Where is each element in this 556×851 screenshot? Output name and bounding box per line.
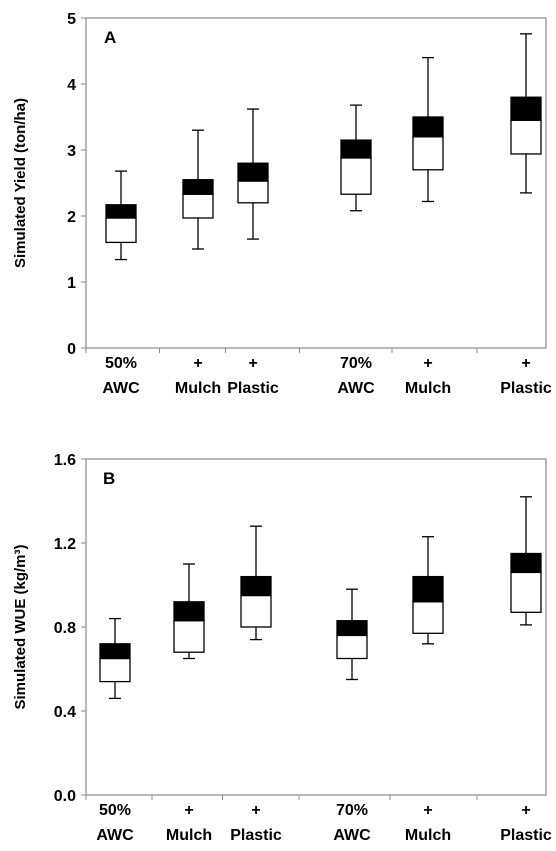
- category-label-line1: 70%: [336, 802, 368, 819]
- lower-box: [240, 594, 272, 628]
- upper-box: [240, 575, 272, 597]
- upper-box: [182, 179, 214, 195]
- category-label-line1: +: [521, 802, 530, 819]
- box-5: [412, 536, 444, 645]
- category-label-line1: +: [521, 355, 530, 372]
- box-1: [99, 617, 131, 700]
- box-5: [412, 56, 444, 203]
- y-tick-label: 1.2: [54, 536, 76, 553]
- category-label-line2: Mulch: [166, 827, 212, 844]
- y-tick-label: 0.0: [54, 788, 76, 805]
- y-tick-label: 1.6: [54, 452, 76, 469]
- category-label-line1: 50%: [105, 355, 137, 372]
- box-4: [340, 104, 372, 212]
- upper-box: [340, 139, 372, 159]
- lower-box: [99, 657, 131, 683]
- lower-box: [412, 601, 444, 634]
- y-tick-label: 1: [67, 275, 76, 292]
- category-label-line1: 70%: [340, 355, 372, 372]
- plot-frame: [85, 458, 547, 796]
- category-label-line1: +: [251, 802, 260, 819]
- y-tick-label: 4: [67, 77, 76, 94]
- panel-label: A: [104, 28, 116, 47]
- box-2: [182, 129, 214, 250]
- lower-box: [340, 157, 372, 195]
- lower-box: [412, 136, 444, 171]
- category-label-line2: Plastic: [500, 827, 552, 844]
- category-label-line2: Plastic: [230, 827, 282, 844]
- y-tick-label: 2: [67, 209, 76, 226]
- box-3: [240, 525, 272, 641]
- category-label-line1: +: [248, 355, 257, 372]
- box-4: [336, 588, 368, 681]
- upper-box: [237, 162, 269, 182]
- lower-box: [336, 634, 368, 660]
- lower-box: [173, 620, 205, 653]
- category-label-line2: Plastic: [500, 380, 552, 397]
- lower-box: [237, 180, 269, 204]
- category-label-line1: +: [423, 802, 432, 819]
- y-tick-label: 0.4: [54, 704, 76, 721]
- panel-label: B: [103, 469, 115, 488]
- upper-box: [336, 620, 368, 637]
- upper-box: [510, 552, 542, 574]
- lower-box: [182, 193, 214, 219]
- category-label-line1: 50%: [99, 802, 131, 819]
- box-1: [105, 170, 137, 261]
- category-label-line1: +: [423, 355, 432, 372]
- panel-a: 0 1 2 3 4 5 Simulated Yield (ton/ha) A 50% AWC + Mu…: [12, 11, 552, 397]
- plot-frame: [85, 17, 547, 349]
- category-label-line2: Mulch: [175, 380, 221, 397]
- upper-box: [412, 575, 444, 603]
- category-label-line2: Mulch: [405, 380, 451, 397]
- upper-box: [99, 643, 131, 660]
- box-3: [237, 108, 269, 240]
- y-tick-label: 3: [67, 143, 76, 160]
- upper-box: [510, 96, 542, 121]
- upper-box: [105, 204, 137, 219]
- category-label-line2: AWC: [96, 827, 134, 844]
- upper-box: [173, 601, 205, 622]
- category-label-line2: AWC: [102, 380, 140, 397]
- category-label-line1: +: [184, 802, 193, 819]
- category-label-line2: Mulch: [405, 827, 451, 844]
- category-label-line2: AWC: [333, 827, 371, 844]
- upper-box: [412, 116, 444, 138]
- y-tick-label: 0: [67, 341, 76, 358]
- box-6: [510, 33, 542, 194]
- lower-box: [510, 571, 542, 613]
- panel-b: 0.0 0.4 0.8 1.2 1.6 Simulated WUE (kg/m³) B 50%…: [12, 452, 552, 844]
- category-label-line1: +: [193, 355, 202, 372]
- category-label-line2: AWC: [337, 380, 375, 397]
- box-6: [510, 496, 542, 626]
- lower-box: [510, 119, 542, 155]
- category-label-line2: Plastic: [227, 380, 279, 397]
- y-tick-label: 0.8: [54, 620, 76, 637]
- y-axis-title: Simulated WUE (kg/m³): [12, 544, 29, 709]
- box-2: [173, 563, 205, 660]
- y-axis-title: Simulated Yield (ton/ha): [12, 98, 29, 268]
- y-tick-label: 5: [67, 11, 76, 28]
- lower-box: [105, 217, 137, 244]
